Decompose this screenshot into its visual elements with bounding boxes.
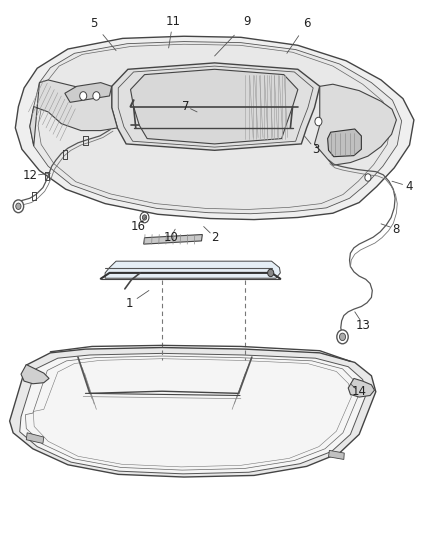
Circle shape: [16, 203, 21, 209]
Text: 13: 13: [356, 319, 371, 332]
Polygon shape: [105, 261, 280, 278]
Circle shape: [365, 174, 371, 181]
Text: 10: 10: [163, 231, 178, 244]
Polygon shape: [20, 353, 366, 474]
Text: 5: 5: [91, 18, 98, 30]
Circle shape: [339, 333, 346, 341]
Text: 16: 16: [131, 220, 145, 233]
Text: 12: 12: [23, 169, 38, 182]
Polygon shape: [328, 129, 361, 157]
Text: 2: 2: [211, 231, 219, 244]
Text: 7: 7: [182, 100, 190, 113]
Text: 3: 3: [312, 143, 319, 156]
Polygon shape: [26, 433, 44, 443]
Text: 4: 4: [406, 180, 413, 193]
Polygon shape: [348, 378, 374, 397]
Circle shape: [80, 92, 87, 100]
Polygon shape: [30, 42, 402, 214]
Circle shape: [142, 215, 147, 220]
Polygon shape: [65, 83, 112, 102]
Text: 1: 1: [125, 297, 133, 310]
Polygon shape: [131, 69, 298, 144]
Circle shape: [93, 92, 100, 100]
Polygon shape: [144, 235, 202, 244]
Polygon shape: [30, 80, 117, 146]
Polygon shape: [10, 348, 376, 477]
Circle shape: [337, 330, 348, 344]
Polygon shape: [328, 450, 344, 459]
Circle shape: [13, 200, 24, 213]
Text: 8: 8: [393, 223, 400, 236]
Polygon shape: [314, 84, 396, 165]
Circle shape: [268, 269, 274, 277]
Text: 14: 14: [352, 385, 367, 398]
Text: 11: 11: [166, 15, 180, 28]
Circle shape: [140, 212, 149, 223]
Text: 6: 6: [303, 18, 311, 30]
Text: 9: 9: [244, 15, 251, 28]
Circle shape: [315, 117, 322, 126]
Polygon shape: [15, 36, 414, 220]
Polygon shape: [112, 63, 320, 150]
Polygon shape: [21, 365, 49, 384]
